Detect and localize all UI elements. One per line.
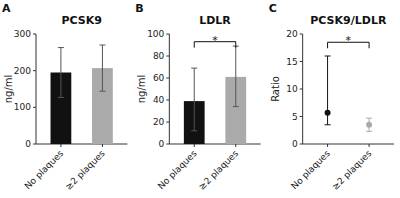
error-cap xyxy=(99,45,105,46)
x-tick-label: No plaques xyxy=(23,148,66,191)
error-cap xyxy=(366,118,372,119)
x-tick xyxy=(194,144,195,147)
x-tick-label: ≥2 plaques xyxy=(63,148,107,192)
y-tick-label: 100 xyxy=(147,29,164,39)
error-bar xyxy=(325,56,331,125)
y-tick-label: 60 xyxy=(153,73,165,83)
y-tick xyxy=(166,56,169,57)
error-bar xyxy=(58,48,64,98)
y-tick-label: 0 xyxy=(25,139,31,149)
panel: 0 5 10 15 20 No plaques≥2 plaques Ratio PCSK9/L… xyxy=(269,2,394,192)
error-stem xyxy=(60,48,61,98)
y-tick-label: 0 xyxy=(292,139,298,149)
y-tick xyxy=(33,70,36,71)
x-tick-label: No plaques xyxy=(156,148,199,191)
x-tick-label: ≥2 plaques xyxy=(197,148,241,192)
x-tick xyxy=(369,144,370,147)
y-tick xyxy=(33,107,36,108)
y-tick xyxy=(300,89,303,90)
title: PCSK9 xyxy=(61,14,101,27)
y-tick-label: 200 xyxy=(14,66,31,76)
panel: 0 20 40 60 80 100 No plaques≥2 plaques ng/ml LDL… xyxy=(135,2,260,192)
error-cap xyxy=(191,68,197,69)
x-tick xyxy=(327,144,328,147)
error-cap xyxy=(325,56,331,57)
error-cap xyxy=(99,91,105,92)
y-tick xyxy=(166,34,169,35)
panel-label: B xyxy=(135,2,143,15)
x-tick-label: ≥2 plaques xyxy=(330,148,374,192)
y-tick-label: 15 xyxy=(286,57,297,67)
error-cap xyxy=(58,97,64,98)
error-stem xyxy=(194,68,195,131)
error-bar xyxy=(233,46,239,107)
point xyxy=(366,122,372,128)
y-tick xyxy=(300,144,303,145)
y-tick xyxy=(166,144,169,145)
y-axis-label: ng/ml xyxy=(3,75,14,104)
significance-star: * xyxy=(212,34,218,47)
y-tick xyxy=(33,144,36,145)
y-tick-label: 100 xyxy=(14,102,31,112)
y-tick-label: 300 xyxy=(14,29,31,39)
y-tick-label: 80 xyxy=(153,51,165,61)
y-axis-label: Ratio xyxy=(270,76,281,102)
title: LDLR xyxy=(199,14,231,27)
error-stem xyxy=(235,46,236,107)
error-cap xyxy=(58,47,64,48)
data-marks xyxy=(184,46,246,144)
y-tick-label: 40 xyxy=(153,95,165,105)
error-cap xyxy=(366,131,372,132)
y-tick-label: 20 xyxy=(286,29,298,39)
chart-root: 0100200300No plaques≥2 plaquesng/mlPCSK9… xyxy=(0,0,400,198)
error-cap xyxy=(325,124,331,125)
error-stem xyxy=(102,45,103,91)
panel: 0 100 200 300 No plaques≥2 plaques ng/ml PCSK9… xyxy=(2,2,127,192)
x-axis xyxy=(36,144,127,145)
y-tick-label: 5 xyxy=(292,112,298,122)
y-tick xyxy=(166,122,169,123)
y-axis xyxy=(169,34,170,144)
panel-label: C xyxy=(269,2,277,15)
data-marks xyxy=(325,56,373,131)
y-tick-label: 0 xyxy=(159,139,165,149)
error-bar xyxy=(366,118,372,131)
y-tick xyxy=(33,34,36,35)
data-marks xyxy=(51,45,113,144)
y-tick xyxy=(300,34,303,35)
y-tick-label: 10 xyxy=(286,84,298,94)
title: PCSK9/LDLR xyxy=(310,14,387,27)
y-axis-label: ng/ml xyxy=(136,75,147,104)
y-tick-label: 20 xyxy=(153,117,165,127)
y-axis xyxy=(36,34,37,144)
y-tick xyxy=(300,116,303,117)
x-tick xyxy=(60,144,61,147)
x-tick xyxy=(235,144,236,147)
x-tick-label: No plaques xyxy=(289,148,332,191)
x-axis xyxy=(169,144,260,145)
y-tick xyxy=(166,100,169,101)
y-tick xyxy=(300,61,303,62)
error-bar xyxy=(99,45,105,91)
error-cap xyxy=(191,130,197,131)
error-cap xyxy=(233,106,239,107)
panel-label: A xyxy=(2,2,11,15)
y-tick xyxy=(166,78,169,79)
x-tick xyxy=(102,144,103,147)
point xyxy=(325,110,331,116)
error-bar xyxy=(191,68,197,131)
x-axis xyxy=(303,144,394,145)
significance-star: * xyxy=(346,34,352,47)
